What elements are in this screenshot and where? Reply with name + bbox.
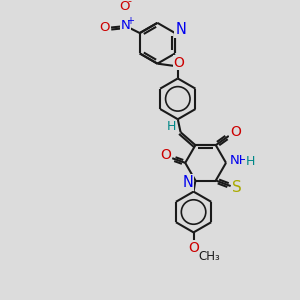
Text: O: O	[160, 148, 171, 161]
Text: S: S	[232, 180, 242, 195]
Text: O: O	[99, 21, 110, 34]
Text: N: N	[175, 22, 186, 37]
Text: N: N	[121, 19, 131, 32]
Text: NH: NH	[230, 154, 250, 167]
Text: +: +	[127, 16, 134, 26]
Text: -: -	[128, 0, 132, 7]
Text: H: H	[167, 120, 176, 133]
Text: O: O	[188, 241, 199, 255]
Text: N: N	[183, 175, 194, 190]
Text: O: O	[173, 56, 184, 70]
Text: O: O	[119, 0, 129, 13]
Text: H: H	[245, 155, 255, 168]
Text: O: O	[230, 125, 241, 139]
Text: CH₃: CH₃	[198, 250, 220, 263]
